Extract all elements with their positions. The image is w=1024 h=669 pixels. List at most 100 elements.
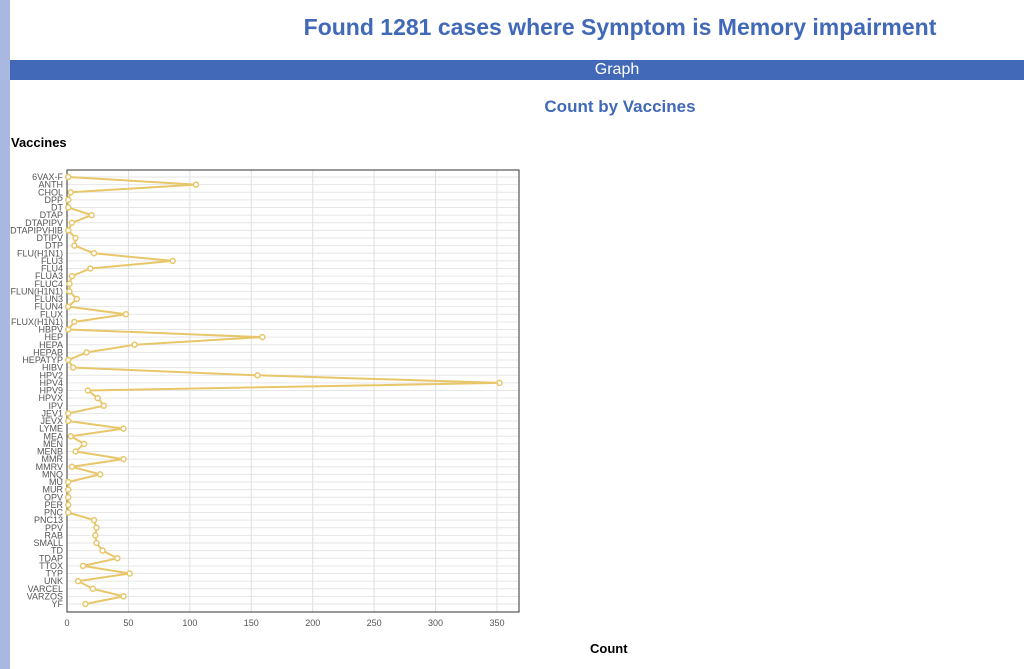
data-point [82,600,89,608]
y-tick-label: HPV2 [39,370,63,380]
y-tick-label: PPV [45,523,63,533]
data-point [496,379,503,387]
y-tick-label: DTP [45,241,63,251]
data-point [87,265,94,272]
y-tick-label: PNC13 [34,515,63,525]
data-point [96,471,104,478]
y-tick-label: MENB [37,447,63,457]
data-point [64,204,72,211]
y-tick-label: CHOL [38,187,63,197]
y-tick-label: UNK [44,576,63,586]
data-point [254,372,261,379]
y-tick-label: DTAP [40,210,63,220]
data-point [99,547,106,554]
y-tick-label: MMRV [36,462,63,472]
data-point [69,364,77,371]
data-point [66,288,73,295]
y-tick-label: MEN [43,439,63,449]
data-point [83,349,90,356]
y-tick-label: VARZOS [27,591,63,601]
y-tick-label: DPP [44,195,63,205]
data-point [73,295,81,303]
y-tick-label: JEVX [40,416,63,426]
data-point [100,402,108,409]
data-point [120,425,127,432]
plot-frame [66,169,520,613]
data-point [64,227,72,234]
data-point [71,318,78,326]
page-title: Found 1281 cases where Symptom is Memory… [303,14,937,40]
y-tick-label: DTIPV [36,233,63,243]
y-tick-label: FLUX(H1N1) [11,317,63,327]
data-point [67,433,74,440]
data-point [90,250,98,257]
data-point [64,478,72,486]
y-tick-label: ANTH [39,180,64,190]
data-point [64,303,72,310]
data-point [90,516,98,524]
y-tick-label: FLUN3 [34,294,63,304]
data-point [80,440,88,448]
y-tick-label: HEP [44,332,63,342]
y-tick-label: HBPV [38,325,63,335]
y-tick-label: MNQ [42,469,63,479]
data-point [64,486,72,493]
data-point [114,555,121,562]
y-tick-label: PER [44,500,63,510]
data-point [64,494,72,501]
data-point [94,394,101,402]
data-point [64,196,72,204]
data-point [72,448,79,455]
y-tick-label: OPV [44,492,63,502]
y-tick-label: MEA [43,431,63,441]
y-tick-label: RAB [44,530,63,540]
y-tick-label: MUR [43,485,64,495]
y-tick-label: TYP [45,569,63,579]
data-point [64,509,72,516]
y-tick-label: DT [51,203,63,213]
data-point [120,455,127,463]
left-accent-bar [0,0,10,669]
y-tick-label: 6VAX-F [32,172,63,182]
y-tick-label: FLU4 [41,264,63,274]
data-point [64,326,72,333]
x-tick-label: 250 [367,618,382,628]
y-tick-label: FLUX [40,309,63,319]
data-point [64,356,72,364]
y-tick-label: MU [49,477,63,487]
x-tick-label: 150 [244,618,259,628]
x-axis-label: Count [590,641,628,656]
data-point [64,173,72,181]
y-tick-label: JEV1 [41,408,63,418]
y-tick-label: MMR [42,454,64,464]
x-tick-label: 350 [489,618,504,628]
data-point [93,539,100,547]
data-point [67,189,74,196]
data-point [126,570,133,577]
y-tick-label: HEPAB [33,347,63,357]
y-tick-label: HEPA [39,340,63,350]
data-point [68,463,76,470]
y-tick-label: DTAPIPV [25,218,63,228]
data-point [79,562,87,570]
data-point [259,333,266,341]
y-tick-label: HPV4 [39,378,63,388]
x-tick-label: 0 [64,618,69,628]
y-tick-label: FLU(H1N1) [17,248,63,258]
x-tick-label: 200 [305,618,320,628]
data-point [64,501,72,509]
data-point [66,280,73,287]
y-tick-label: YF [51,599,63,609]
data-point [89,585,97,592]
y-tick-label: FLUN4 [34,302,63,312]
y-tick-label: SMALL [33,538,63,548]
data-point [71,242,78,249]
data-point [64,410,72,417]
y-tick-label: TDAP [39,553,63,563]
data-point [192,181,200,188]
chart-title: Count by Vaccines [544,97,696,116]
data-point [64,417,72,425]
data-point [131,341,138,348]
y-tick-label: LYME [39,424,63,434]
